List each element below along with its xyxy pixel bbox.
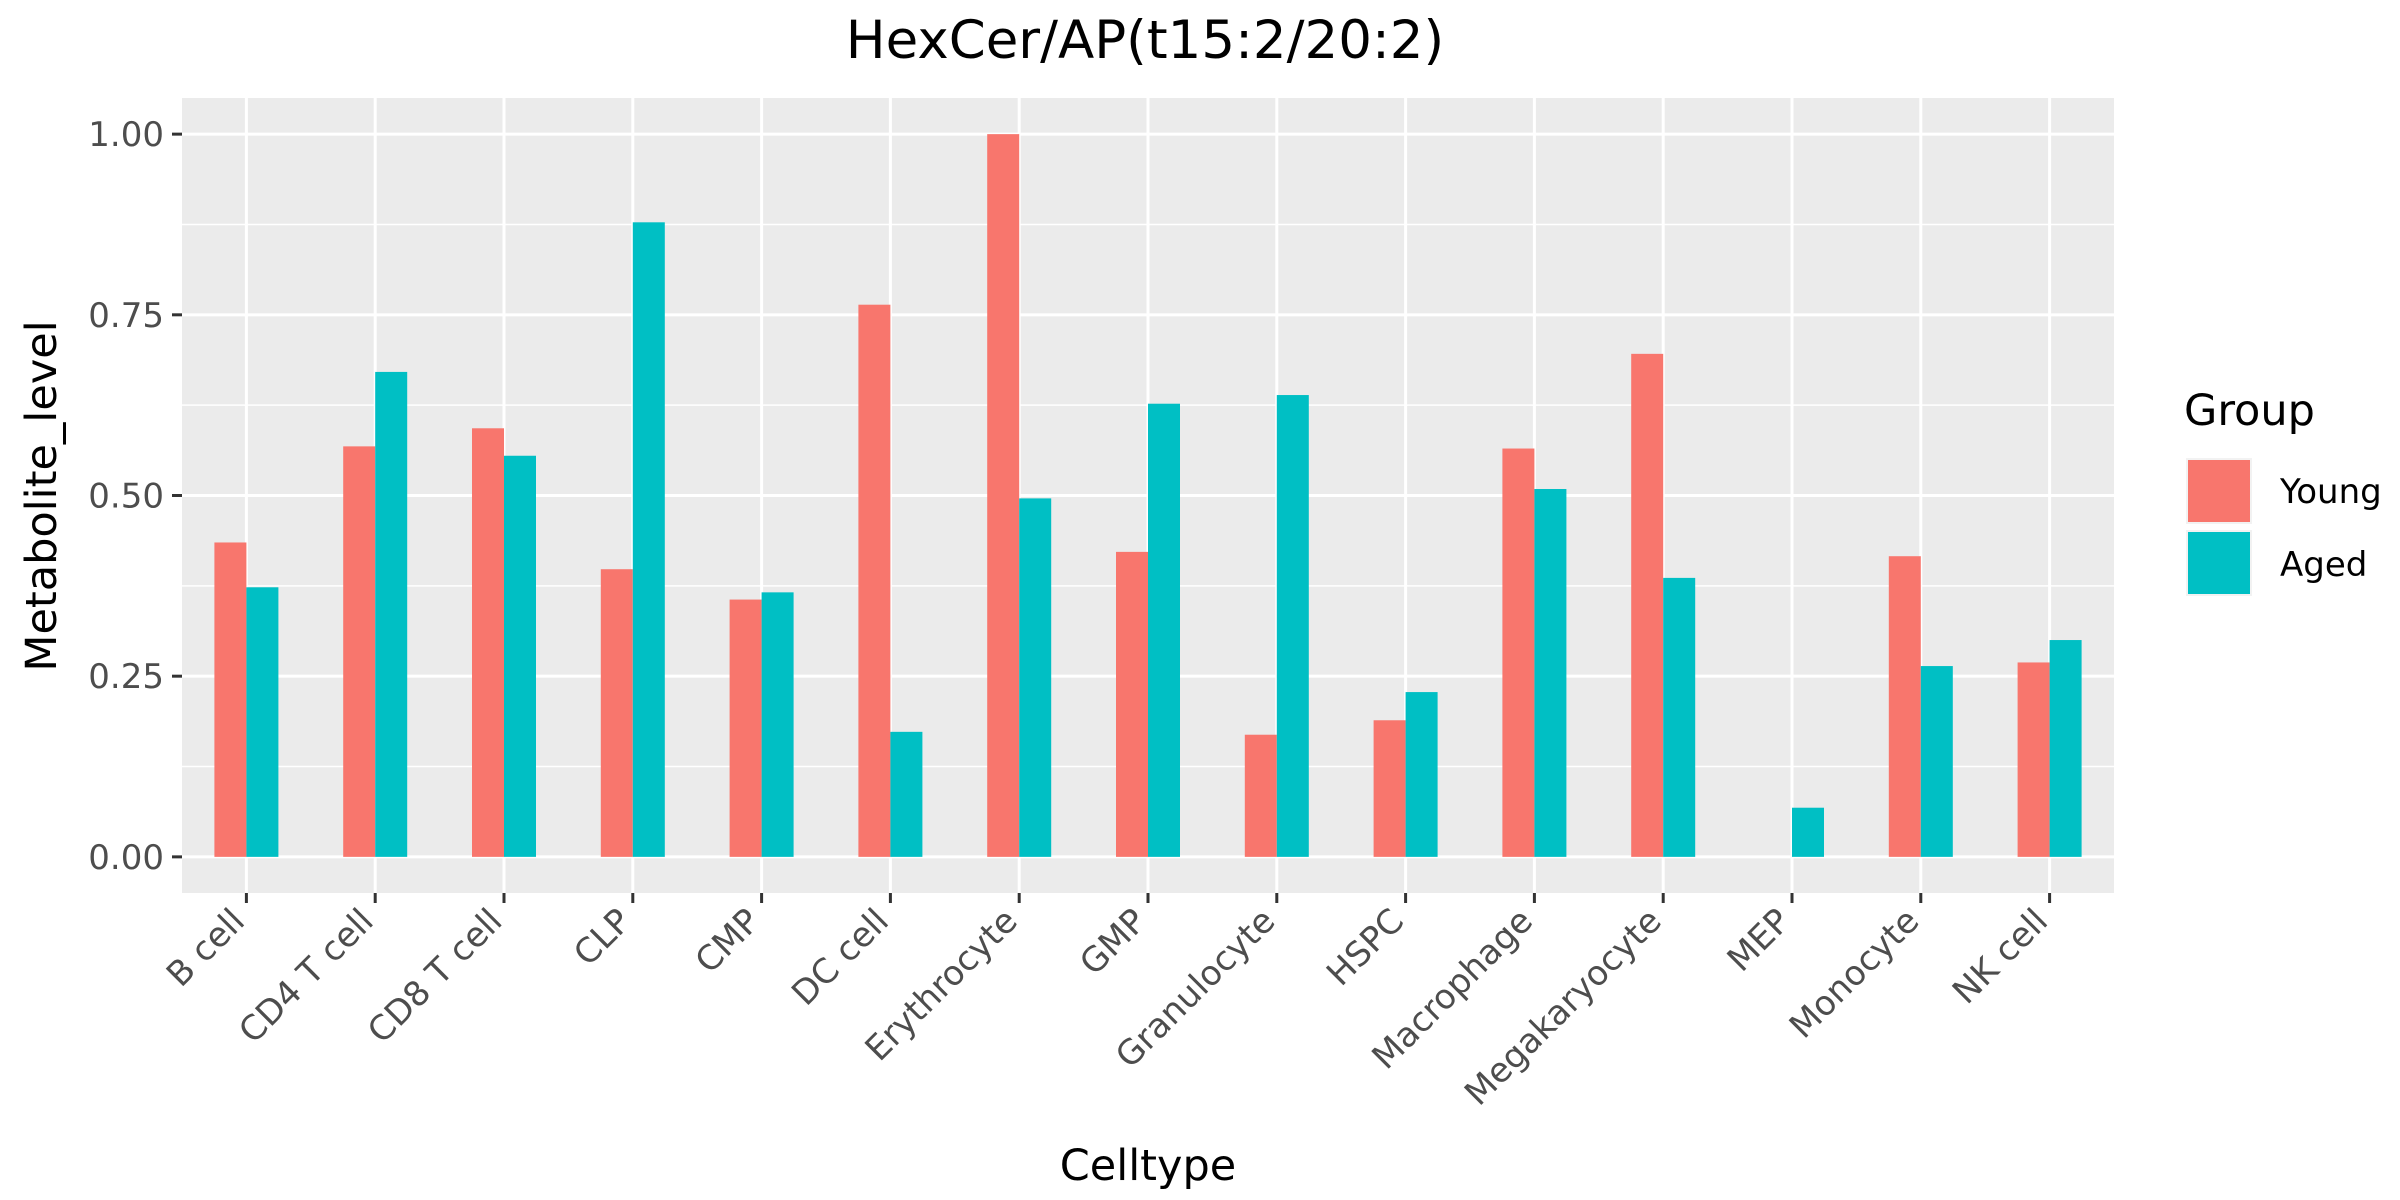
bar-aged-granulocyte — [1276, 395, 1309, 857]
x-tick-label: CD8 T cell — [360, 901, 510, 1051]
x-tick-label: MEP — [1720, 901, 1799, 980]
bar-aged-gmp — [1148, 403, 1180, 857]
x-tick-label: CD4 T cell — [231, 901, 381, 1051]
x-tick-label: CMP — [688, 901, 768, 981]
bar-young-cd8-t-cell — [472, 428, 504, 857]
x-axis-title: Celltype — [1060, 1141, 1236, 1191]
bar-aged-megakaryocyte — [1663, 577, 1696, 857]
bar-young-monocyte — [1888, 556, 1921, 857]
x-tick-label: GMP — [1072, 901, 1154, 983]
x-tick-label: CLP — [566, 901, 639, 974]
bar-young-granulocyte — [1244, 734, 1277, 857]
y-axis: 0.00 0.25 0.50 0.75 1.00 — [88, 115, 182, 878]
bar-aged-monocyte — [1920, 666, 1953, 857]
x-tick-label: B cell — [159, 901, 253, 995]
bar-aged-nk-cell — [2049, 640, 2082, 857]
x-tick-label: Monocyte — [1782, 901, 1927, 1046]
legend-swatch-young — [2188, 460, 2250, 522]
bar-young-b-cell — [214, 542, 247, 857]
legend-title: Group — [2184, 386, 2315, 436]
legend-swatch-aged — [2188, 532, 2250, 594]
bar-young-cd4-t-cell — [343, 446, 376, 857]
bars — [214, 134, 2082, 857]
y-tick-label: 0.75 — [88, 296, 164, 336]
bar-young-clp — [600, 569, 633, 857]
bar-young-erythrocyte — [987, 134, 1020, 857]
y-tick-label: 0.25 — [88, 657, 164, 697]
bar-aged-cd8-t-cell — [504, 455, 536, 857]
y-tick-label: 0.00 — [88, 838, 164, 878]
bar-young-hspc — [1373, 720, 1406, 857]
y-axis-title: Metabolite_level — [17, 320, 67, 671]
bar-young-gmp — [1116, 551, 1148, 857]
bar-aged-clp — [632, 222, 665, 857]
y-tick-label: 0.50 — [88, 477, 164, 517]
bar-young-macrophage — [1502, 448, 1535, 857]
bar-aged-mep — [1792, 807, 1824, 857]
chart-title: HexCer/AP(t15:2/20:2) — [846, 10, 1444, 71]
y-tick-label: 1.00 — [88, 115, 164, 155]
bar-young-cmp — [729, 599, 762, 857]
bar-aged-b-cell — [246, 587, 279, 857]
bar-young-nk-cell — [2017, 662, 2050, 857]
bar-aged-cmp — [761, 592, 794, 857]
legend-label-young: Young — [2279, 472, 2382, 512]
bar-young-megakaryocyte — [1631, 353, 1664, 857]
bar-aged-dc-cell — [890, 731, 923, 857]
bar-young-dc-cell — [858, 304, 891, 857]
legend-label-aged: Aged — [2280, 545, 2367, 585]
x-tick-label: NK cell — [1945, 901, 2056, 1012]
bar-aged-macrophage — [1534, 488, 1567, 857]
x-tick-label: HSPC — [1319, 901, 1412, 994]
legend: Group Young Aged — [2184, 386, 2382, 596]
bar-aged-cd4-t-cell — [375, 371, 408, 857]
bar-aged-hspc — [1405, 692, 1438, 857]
bar-aged-erythrocyte — [1019, 498, 1052, 857]
x-tick-label: DC cell — [784, 901, 897, 1014]
